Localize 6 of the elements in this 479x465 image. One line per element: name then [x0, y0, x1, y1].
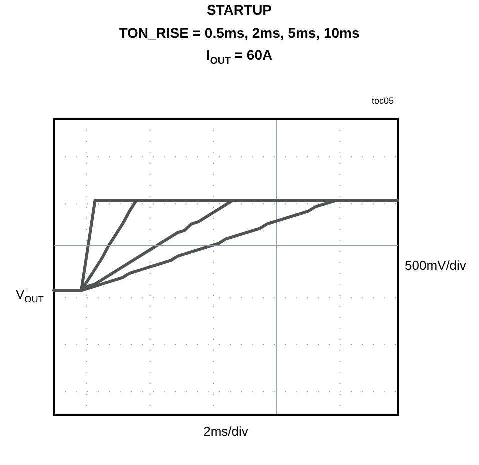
- text: 2ms/div: [202, 424, 250, 439]
- text: toc05: [372, 96, 394, 106]
- chart-subtitle: TON_RISE = 0.5ms, 2ms, 5ms, 10ms I$_{OUT}$ = 60A: [118, 24, 361, 69]
- text: 500mV/div: [405, 258, 466, 273]
- text: V$_{OUT}$: [16, 287, 44, 305]
- chart-title: STARTUP: [206, 2, 274, 18]
